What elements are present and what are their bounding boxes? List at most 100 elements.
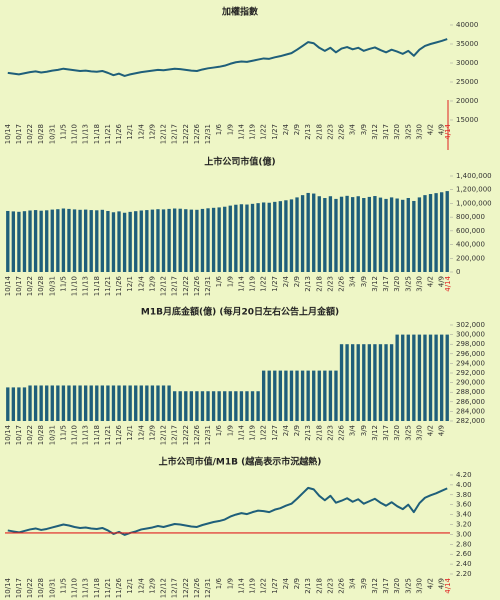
bar <box>323 370 327 421</box>
bar <box>389 344 394 421</box>
bar <box>184 209 188 272</box>
x-tick-label: 2/9 <box>293 276 301 287</box>
x-tick-label: 12/12 <box>160 124 168 144</box>
bar <box>39 385 43 421</box>
y-tick-label: 290,000 <box>456 379 485 387</box>
x-tick-label: 4/9 <box>438 124 446 135</box>
bar <box>317 196 321 272</box>
y-tick-label: 4.00 <box>456 481 472 489</box>
y-tick-label: 40000 <box>456 21 478 29</box>
y-tick-label: 288,000 <box>456 388 485 396</box>
bar <box>78 385 82 421</box>
bar <box>95 210 99 272</box>
bar <box>300 195 305 272</box>
x-tick-label: 1/19 <box>249 425 257 441</box>
x-tick-label: 2/9 <box>293 124 301 135</box>
bar <box>234 204 238 272</box>
x-tick-label: 11/18 <box>93 578 101 598</box>
bar <box>284 200 288 272</box>
x-tick-label: 11/5 <box>59 425 67 441</box>
x-tick-label: 12/31 <box>204 425 212 445</box>
x-tick-label: 3/17 <box>382 578 390 594</box>
bar <box>56 209 60 272</box>
x-tick-label: 1/6 <box>215 275 223 287</box>
bar <box>434 334 438 421</box>
bar <box>367 196 372 272</box>
y-tick-label: 0 <box>456 268 460 276</box>
bar <box>72 209 77 272</box>
x-tick-label: 12/4 <box>137 275 145 291</box>
bar <box>106 385 110 421</box>
bar <box>428 334 433 421</box>
bar <box>11 387 16 421</box>
bar <box>417 197 422 272</box>
x-tick-label: 12/22 <box>182 425 190 445</box>
bar <box>261 370 266 421</box>
x-tick-label: 12/22 <box>182 276 190 296</box>
bar <box>239 204 244 272</box>
bar <box>172 208 177 272</box>
bar <box>401 334 405 421</box>
bar <box>395 334 399 421</box>
x-tick-label: 2/23 <box>326 276 334 292</box>
x-tick-label: 10/14 <box>4 123 12 144</box>
bar <box>339 196 344 272</box>
x-tick-label: 10/28 <box>37 425 45 445</box>
y-tick-label: 286,000 <box>456 398 485 406</box>
x-tick-label: 10/17 <box>15 578 23 598</box>
x-tick-label: 1/27 <box>271 578 279 594</box>
bar <box>189 391 194 421</box>
x-tick-label: 1/14 <box>237 123 245 139</box>
bar <box>28 210 32 272</box>
x-tick-label: 3/25 <box>404 425 412 441</box>
bar <box>384 198 388 272</box>
x-tick-label: 12/17 <box>171 578 179 598</box>
x-tick-label: 11/18 <box>93 276 101 296</box>
bar <box>28 385 32 421</box>
bar <box>139 210 143 272</box>
x-tick-label: 10/28 <box>37 276 45 296</box>
x-tick-label: 3/30 <box>415 425 423 441</box>
bar <box>412 334 416 421</box>
x-tick-label: 1/9 <box>226 425 234 436</box>
bar <box>156 209 160 272</box>
x-tick-label: 11/5 <box>59 124 67 140</box>
x-tick-label: 12/9 <box>148 124 156 140</box>
x-tick-label: 2/9 <box>293 578 301 589</box>
x-tick-label: 4/2 <box>427 425 435 436</box>
bar <box>211 391 216 421</box>
x-tick-label: 11/21 <box>104 425 112 445</box>
bar <box>261 202 266 272</box>
y-tick-label: 1,200,000 <box>456 186 492 194</box>
bar <box>150 209 155 272</box>
x-tick-label: 3/25 <box>404 124 412 140</box>
y-tick-label: 294,000 <box>456 359 485 367</box>
x-tick-label: 12/12 <box>160 578 168 598</box>
bar <box>139 385 143 421</box>
x-tick-label: 10/17 <box>15 276 23 296</box>
x-tick-label: 11/13 <box>82 578 90 598</box>
bar <box>412 200 416 272</box>
bar <box>6 387 10 421</box>
bar <box>134 211 138 272</box>
x-tick-label: 1/9 <box>226 578 234 589</box>
x-tick-label: 12/31 <box>204 276 212 296</box>
x-tick-label: 12/1 <box>126 276 134 292</box>
bar <box>373 344 377 421</box>
x-tick-label: 1/22 <box>260 276 268 292</box>
x-tick-label: 3/17 <box>382 124 390 140</box>
line <box>7 38 448 77</box>
bar <box>245 204 249 272</box>
bar <box>128 385 132 421</box>
bar <box>117 211 121 272</box>
bar <box>356 196 360 272</box>
bar <box>161 209 166 272</box>
y-tick-label: 3.60 <box>456 501 472 509</box>
x-tick-label: 2/18 <box>315 276 323 292</box>
x-tick-label: 12/22 <box>182 124 190 144</box>
x-tick-label: 2/9 <box>293 425 301 436</box>
bar <box>306 192 310 272</box>
x-tick-label: 3/17 <box>382 425 390 441</box>
bar <box>295 197 299 272</box>
bar <box>267 370 271 421</box>
